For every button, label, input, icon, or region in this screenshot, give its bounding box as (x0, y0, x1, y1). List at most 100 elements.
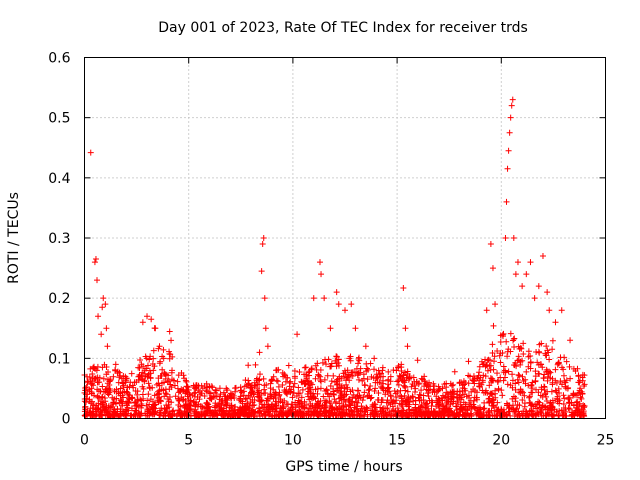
data-point (363, 365, 370, 372)
data-point (193, 401, 200, 408)
y-axis-label: ROTI / TECUs (6, 192, 22, 284)
data-point (526, 393, 533, 400)
data-point (465, 412, 472, 419)
data-point (520, 340, 527, 347)
data-point (131, 411, 138, 418)
data-point (338, 394, 345, 401)
data-point (382, 387, 389, 394)
data-point (112, 361, 119, 368)
data-point (156, 407, 163, 414)
data-point (203, 388, 210, 395)
data-point (299, 386, 306, 393)
data-point (101, 395, 108, 402)
x-tick-label: 10 (284, 433, 302, 449)
data-point (155, 390, 162, 397)
data-point (123, 406, 130, 413)
data-point (94, 277, 101, 284)
data-point (149, 398, 156, 405)
data-point (292, 399, 299, 406)
data-point (546, 368, 553, 375)
data-point (95, 313, 102, 320)
data-point (488, 390, 495, 397)
data-point (336, 408, 343, 415)
data-point (401, 379, 408, 386)
data-point (181, 410, 188, 417)
data-point (290, 383, 297, 390)
data-point (327, 363, 334, 370)
data-point (365, 387, 372, 394)
data-point (528, 389, 535, 396)
data-point (222, 401, 229, 408)
data-point (93, 410, 100, 417)
data-point (512, 395, 519, 402)
data-point (510, 337, 517, 344)
data-point (543, 397, 550, 404)
data-point (465, 380, 472, 387)
data-point (283, 386, 290, 393)
data-point (113, 388, 120, 395)
data-point (579, 390, 586, 397)
data-point (245, 392, 252, 399)
data-point (502, 235, 509, 241)
data-point (549, 381, 556, 388)
data-point (261, 295, 268, 302)
data-point (178, 394, 185, 401)
data-point (385, 368, 392, 375)
data-point (333, 405, 340, 412)
data-point (409, 380, 416, 387)
data-point (82, 387, 89, 394)
data-point (456, 388, 463, 395)
data-point (365, 392, 372, 399)
data-point (380, 408, 387, 415)
data-point (267, 392, 274, 399)
data-point (567, 337, 574, 344)
data-point (547, 374, 554, 381)
y-tick-label: 0.3 (48, 231, 70, 247)
data-point (90, 364, 97, 371)
data-point (558, 381, 565, 388)
data-point (453, 412, 460, 419)
data-point (509, 96, 516, 103)
data-point (211, 412, 218, 419)
data-point (498, 387, 505, 394)
data-point (350, 391, 357, 398)
data-point (544, 388, 551, 395)
data-point (571, 392, 578, 399)
data-point (402, 384, 409, 391)
data-point (395, 364, 402, 371)
data-point (252, 408, 259, 415)
data-point (324, 372, 331, 379)
data-point (451, 368, 458, 375)
data-point (357, 365, 364, 372)
data-point (90, 392, 97, 399)
data-point (485, 356, 492, 363)
data-point (161, 369, 168, 376)
data-point (476, 383, 483, 390)
data-point (99, 304, 106, 311)
data-point (285, 362, 292, 369)
data-point (296, 390, 303, 397)
data-point (152, 401, 159, 408)
data-point (531, 295, 538, 302)
data-point (412, 397, 419, 404)
data-point (306, 368, 313, 375)
data-point (500, 363, 507, 370)
data-point (523, 412, 530, 419)
data-point (522, 376, 529, 383)
data-point (203, 387, 210, 394)
data-point (298, 411, 305, 418)
data-point (192, 389, 199, 396)
data-point (420, 392, 427, 399)
data-point (482, 363, 489, 370)
data-point (379, 367, 386, 374)
data-point (417, 404, 424, 411)
data-point (554, 398, 561, 405)
data-point (503, 338, 510, 345)
data-point (156, 411, 163, 418)
data-point (515, 371, 522, 378)
data-point (456, 408, 463, 415)
data-point (429, 412, 436, 419)
data-point (570, 365, 577, 372)
data-point (226, 404, 233, 411)
data-point (252, 361, 259, 368)
